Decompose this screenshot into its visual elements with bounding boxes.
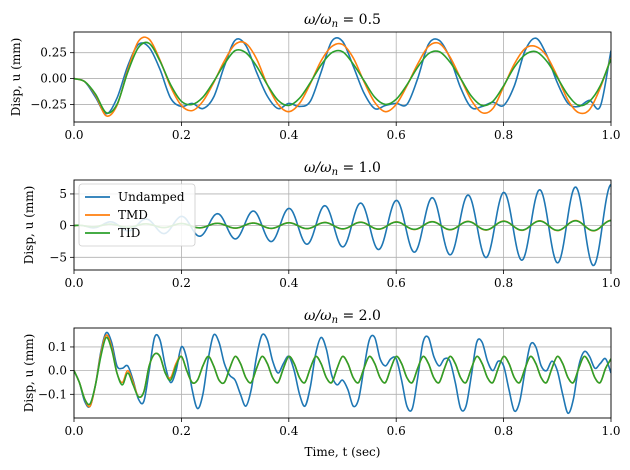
y-tick-label: −5 [49, 250, 67, 264]
x-tick-label: 0.2 [172, 128, 191, 142]
chart-title: ω/ωn = 0.5 [304, 12, 381, 30]
y-axis-label: Disp, u (mm) [22, 186, 36, 265]
x-tick-label: 0.8 [494, 424, 513, 438]
x-tick-label: 0.8 [494, 276, 513, 290]
y-tick-label: −0.25 [30, 97, 67, 111]
panel-1: 0.0 0.2 0.4 0.6 0.8 1.0 −0.25 0.00 0.25 ω/ωn = 0.… [9, 12, 621, 142]
chart-title: ω/ωn = 1.0 [304, 160, 381, 178]
y-axis-label: Disp, u (mm) [22, 334, 36, 413]
x-tick-label: 1.0 [601, 128, 620, 142]
y-tick-label: 0.0 [48, 364, 67, 378]
y-axis-label: Disp, u (mm) [9, 38, 23, 117]
x-tick-label: 0.4 [279, 276, 298, 290]
x-tick-label: 0.4 [279, 128, 298, 142]
x-tick-label: 0.8 [494, 128, 513, 142]
x-tick-label: 0.0 [64, 276, 83, 290]
x-tick-label: 0.2 [172, 424, 191, 438]
y-tick-label: −0.1 [38, 387, 67, 401]
legend-label-undamped: Undamped [118, 190, 185, 204]
axes-frame [73, 31, 612, 123]
x-tick-label: 0.6 [387, 276, 406, 290]
y-tick-label: 5 [59, 187, 67, 201]
legend-label-tid: TID [118, 226, 140, 240]
series-line-undamped [74, 331, 611, 415]
x-tick-label: 0.6 [387, 424, 406, 438]
panel-2: 0.0 0.2 0.4 0.6 0.8 1.0 −5 0 5 ω/ωn = 1.0 Disp, u … [22, 160, 621, 290]
y-tick-label: 0 [59, 219, 67, 233]
y-tick-label: 0.25 [40, 46, 67, 60]
x-tick-label: 0.6 [387, 128, 406, 142]
legend-box [78, 183, 196, 247]
x-tick-label: 0.4 [279, 424, 298, 438]
panel-3: 0.0 0.2 0.4 0.6 0.8 1.0 −0.1 0.0 0.1 ω/ωn = 2.0 Di… [22, 308, 621, 459]
series-line-tid [74, 336, 611, 406]
axes-frame [73, 327, 612, 419]
legend: Undamped TMD TID [78, 183, 196, 247]
x-tick-label: 1.0 [601, 276, 620, 290]
x-axis-label: Time, t (sec) [305, 445, 381, 459]
axes-frame [73, 179, 612, 271]
x-tick-label: 0.0 [64, 128, 83, 142]
chart-title: ω/ωn = 2.0 [304, 308, 381, 326]
x-tick-label: 0.2 [172, 276, 191, 290]
x-tick-label: 0.0 [64, 424, 83, 438]
series-line-undamped [74, 37, 611, 115]
y-tick-label: 0.00 [40, 72, 67, 86]
y-tick-label: 0.1 [48, 340, 67, 354]
legend-label-tmd: TMD [118, 208, 148, 222]
x-tick-label: 1.0 [601, 424, 620, 438]
series-line-tid [74, 41, 611, 114]
